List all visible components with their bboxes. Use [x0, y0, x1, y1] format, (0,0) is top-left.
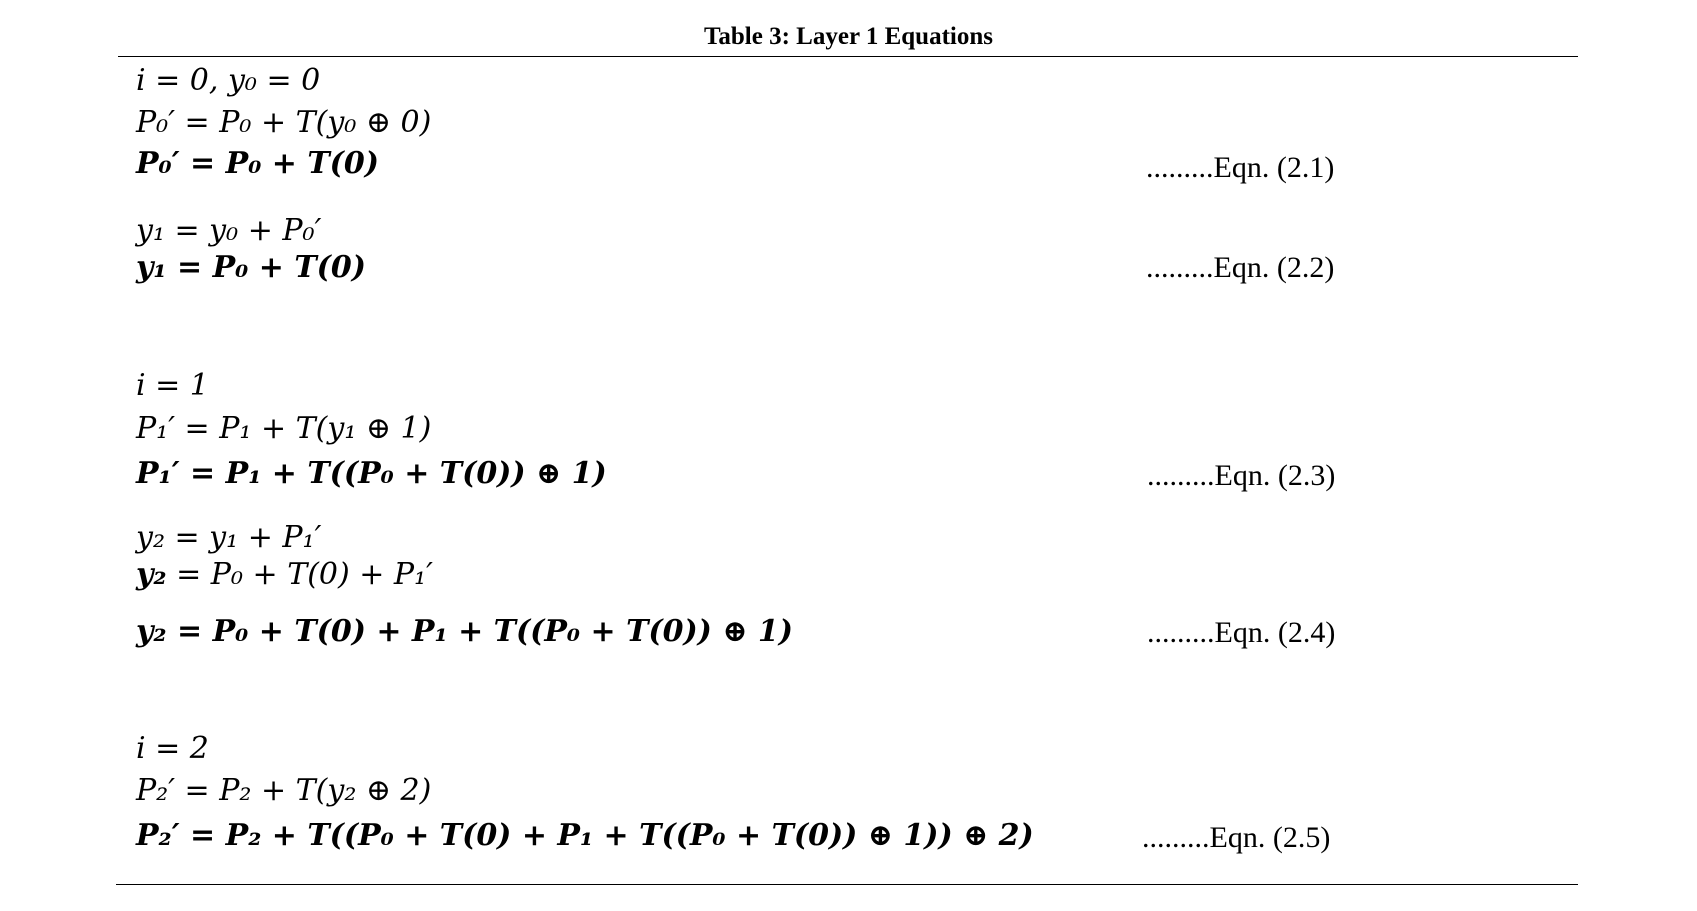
- equation-rhs: = P₀ + T(0) + P₁′: [166, 557, 433, 592]
- equation-line: P₁′ = P₁ + T(y₁ ⊕ 1): [136, 411, 432, 446]
- equation-number: .........Eqn. (2.4): [1147, 616, 1336, 649]
- table-title: Table 3: Layer 1 Equations: [704, 23, 993, 50]
- equation-line: y₁ = y₀ + P₀′: [136, 213, 322, 248]
- equation-line: i = 0, y₀ = 0: [136, 63, 321, 98]
- table-bottom-rule: [116, 884, 1578, 885]
- table-top-rule: [118, 56, 1578, 57]
- equation-line: P₀′ = P₀ + T(0): [136, 146, 379, 181]
- equation-number: .........Eqn. (2.1): [1146, 151, 1335, 184]
- equation-line: y₂ = P₀ + T(0) + P₁′: [136, 555, 433, 595]
- equation-line: i = 2: [136, 731, 209, 766]
- equation-number: .........Eqn. (2.5): [1142, 821, 1331, 854]
- equation-line: P₂′ = P₂ + T(y₂ ⊕ 2): [136, 773, 432, 808]
- equation-line: y₂ = y₁ + P₁′: [136, 520, 322, 555]
- equation-number: .........Eqn. (2.3): [1147, 459, 1336, 492]
- equation-lhs: y₂: [136, 557, 167, 592]
- equation-line: P₀′ = P₀ + T(y₀ ⊕ 0): [136, 105, 432, 140]
- equation-line: y₁ = P₀ + T(0): [136, 250, 366, 285]
- equation-line: y₂ = P₀ + T(0) + P₁ + T((P₀ + T(0)) ⊕ 1): [136, 614, 793, 649]
- equation-number: .........Eqn. (2.2): [1146, 251, 1335, 284]
- equation-line: i = 1: [136, 368, 209, 403]
- equation-line: P₂′ = P₂ + T((P₀ + T(0) + P₁ + T((P₀ + T…: [136, 818, 1034, 853]
- equation-line: P₁′ = P₁ + T((P₀ + T(0)) ⊕ 1): [136, 456, 607, 491]
